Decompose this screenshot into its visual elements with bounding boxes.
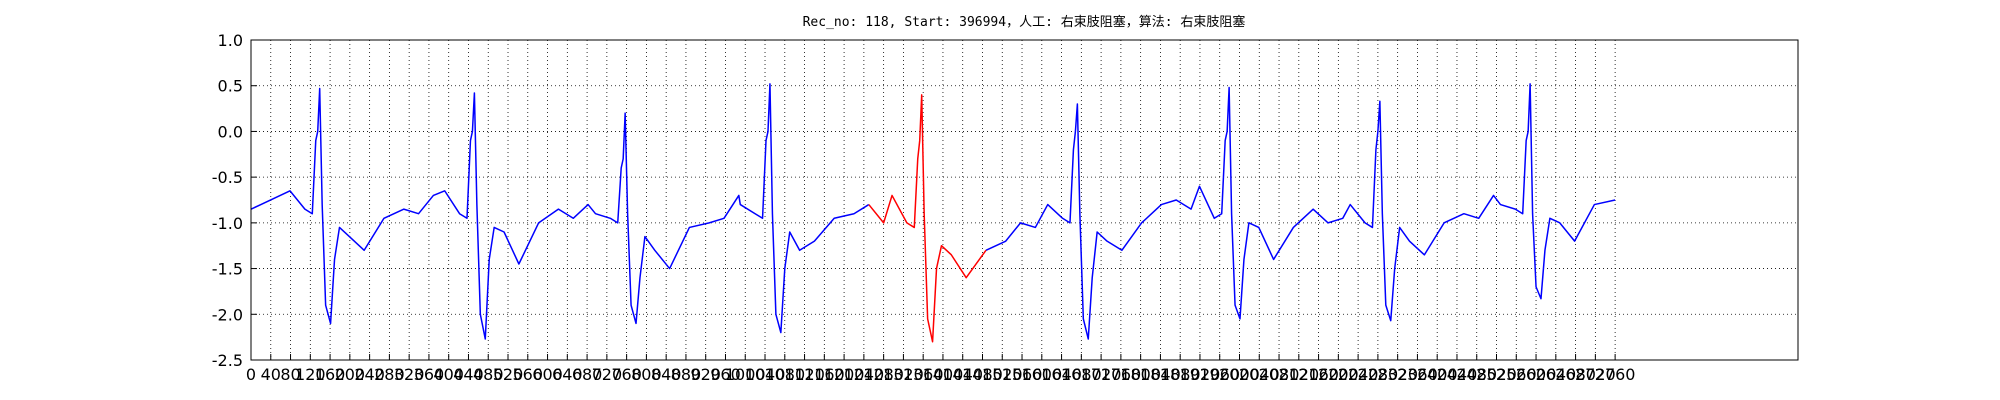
x-tick-label: 1680	[1061, 365, 1102, 384]
x-tick-label: 320	[394, 365, 425, 384]
x-tick-label: 560	[513, 365, 544, 384]
x-tick-label: 2480	[1456, 365, 1497, 384]
x-tick-label: 2280	[1358, 365, 1399, 384]
x-tick-label: 1960	[1199, 365, 1240, 384]
y-tick-label: -2.0	[212, 305, 243, 324]
x-tick-label: 1160	[804, 365, 845, 384]
x-tick-label: 480	[473, 365, 504, 384]
x-tick-label: 2000	[1219, 365, 1260, 384]
x-tick-label: 200	[335, 365, 366, 384]
x-tick-label: 1760	[1101, 365, 1142, 384]
x-tick-label: 1520	[982, 365, 1023, 384]
y-tick-label: -1.0	[212, 214, 243, 233]
x-tick-label: 2640	[1535, 365, 1576, 384]
x-tick-label: 1600	[1021, 365, 1062, 384]
x-tick-label: 1880	[1160, 365, 1201, 384]
x-tick-label: 960	[710, 365, 741, 384]
chart-title: Rec_no: 118, Start: 396994，人工: 右束肢阻塞，算法:…	[803, 14, 1246, 30]
y-tick-label: 0.0	[218, 122, 243, 141]
x-tick-label: 2360	[1397, 365, 1438, 384]
x-tick-label: 400	[433, 365, 464, 384]
x-tick-label: 440	[453, 365, 484, 384]
x-tick-label: 720	[592, 365, 623, 384]
x-tick-label: 160	[315, 365, 346, 384]
x-tick-label: 1080	[764, 365, 805, 384]
x-tick-label: 600	[532, 365, 563, 384]
y-tick-label: 0.5	[218, 77, 243, 96]
y-tick-label: -0.5	[212, 168, 243, 187]
x-tick-label: 2120	[1278, 365, 1319, 384]
x-tick-label: 1640	[1041, 365, 1082, 384]
x-tick-label: 120	[295, 365, 326, 384]
y-tick-label: -1.5	[212, 260, 243, 279]
x-tick-label: 1400	[923, 365, 964, 384]
ecg-line	[250, 83, 870, 340]
x-tick-label: 1440	[942, 365, 983, 384]
x-tick-label: 1320	[883, 365, 924, 384]
x-tick-label: 1120	[784, 365, 825, 384]
x-tick-label: 2680	[1555, 365, 1596, 384]
x-tick-label: 2440	[1437, 365, 1478, 384]
x-tick-label: 2200	[1318, 365, 1359, 384]
x-tick-label: 2320	[1377, 365, 1418, 384]
x-tick-label: 1800	[1120, 365, 1161, 384]
x-tick-label: 1480	[962, 365, 1003, 384]
x-tick-label: 0	[246, 365, 256, 384]
x-tick-label: 2720	[1575, 365, 1616, 384]
y-tick-label: -2.5	[212, 351, 243, 370]
x-tick-label: 2080	[1259, 365, 1300, 384]
x-tick-label: 760	[611, 365, 642, 384]
x-tick-label: 1560	[1002, 365, 1043, 384]
x-tick-label: 2400	[1417, 365, 1458, 384]
x-tick-label: 240	[354, 365, 385, 384]
x-tick-label: 1360	[903, 365, 944, 384]
y-tick-label: 1.0	[218, 31, 243, 50]
x-tick-label: 2040	[1239, 365, 1280, 384]
x-tick-label: 1720	[1081, 365, 1122, 384]
x-tick-label: 80	[280, 365, 300, 384]
x-tick-label: 40	[261, 365, 281, 384]
x-tick-label: 1840	[1140, 365, 1181, 384]
x-tick-label: 640	[552, 365, 583, 384]
x-tick-label: 1920	[1180, 365, 1221, 384]
ecg-line	[868, 94, 987, 343]
x-tick-label: 2240	[1338, 365, 1379, 384]
x-tick-label: 920	[690, 365, 721, 384]
x-tick-label: 880	[671, 365, 702, 384]
x-tick-label: 2760	[1595, 365, 1636, 384]
x-tick-label: 520	[493, 365, 524, 384]
x-tick-label: 1000	[725, 365, 766, 384]
x-tick-label: 1200	[824, 365, 865, 384]
x-tick-label: 2560	[1496, 365, 1537, 384]
x-tick-label: 360	[414, 365, 445, 384]
x-tick-label: 840	[651, 365, 682, 384]
x-tick-label: 2600	[1516, 365, 1557, 384]
x-tick-label: 680	[572, 365, 603, 384]
ecg-line	[985, 83, 1616, 340]
x-tick-label: 1040	[745, 365, 786, 384]
x-tick-label: 1280	[863, 365, 904, 384]
x-tick-label: 280	[374, 365, 405, 384]
x-tick-label: 1240	[844, 365, 885, 384]
x-tick-label: 800	[631, 365, 662, 384]
x-tick-label: 2160	[1298, 365, 1339, 384]
plot-frame	[250, 39, 1799, 361]
x-tick-label: 2520	[1476, 365, 1517, 384]
